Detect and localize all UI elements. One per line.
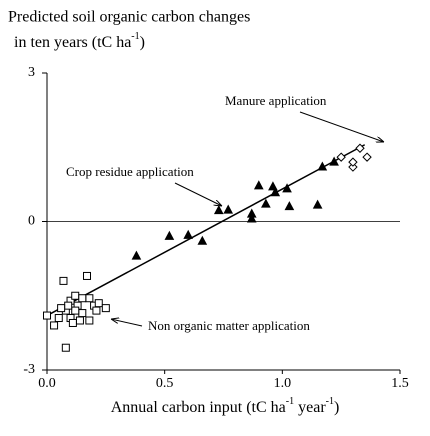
point: [317, 161, 328, 171]
point: [101, 304, 110, 313]
point: [253, 180, 264, 190]
point: [270, 187, 281, 197]
point: [131, 250, 142, 260]
annotation: Manure application: [225, 93, 327, 108]
point: [92, 306, 101, 315]
point: [284, 201, 295, 211]
point: [94, 299, 103, 308]
point: [71, 306, 80, 315]
point: [57, 304, 66, 313]
arrow: [299, 111, 384, 142]
chart-title: Predicted soil organic carbon changes: [8, 9, 250, 26]
point: [68, 318, 77, 327]
point: [83, 271, 92, 280]
x-tick-label: 0.5: [156, 376, 174, 391]
point: [85, 316, 94, 325]
point: [164, 230, 175, 240]
point: [282, 183, 292, 193]
point: [78, 309, 87, 318]
point: [54, 314, 63, 323]
point: [75, 316, 84, 325]
point: [78, 294, 87, 303]
point: [223, 204, 234, 214]
x-tick-label: 1.0: [274, 376, 292, 391]
x-axis-label: Annual carbon input (tC ha-1 year-1): [111, 396, 340, 415]
point: [355, 143, 365, 153]
point: [336, 152, 346, 162]
point: [61, 343, 70, 352]
point: [43, 311, 51, 320]
arrow: [111, 319, 143, 327]
point: [71, 291, 80, 300]
point: [362, 152, 372, 162]
x-tick-label: 0.0: [38, 376, 56, 391]
point: [261, 198, 271, 208]
arrow: [174, 182, 222, 206]
point: [50, 321, 59, 330]
point: [213, 205, 224, 215]
point: [59, 276, 68, 285]
y-tick-label: 3: [28, 65, 35, 80]
x-tick-label: 1.5: [391, 376, 409, 391]
point: [246, 208, 257, 218]
point: [64, 301, 73, 310]
annotation: Non organic matter application: [148, 318, 310, 333]
point: [348, 162, 358, 172]
point: [246, 213, 257, 223]
y-tick-label: -3: [23, 362, 35, 377]
point: [197, 235, 208, 245]
point: [312, 199, 323, 209]
point: [183, 229, 194, 239]
point: [348, 157, 358, 167]
point: [329, 156, 339, 166]
y-tick-label: 0: [28, 214, 35, 229]
fit-line: [46, 144, 366, 317]
point: [85, 294, 94, 303]
y-axis-label: in ten years (tC ha-1): [14, 31, 145, 50]
annotation: Crop residue application: [66, 164, 194, 179]
